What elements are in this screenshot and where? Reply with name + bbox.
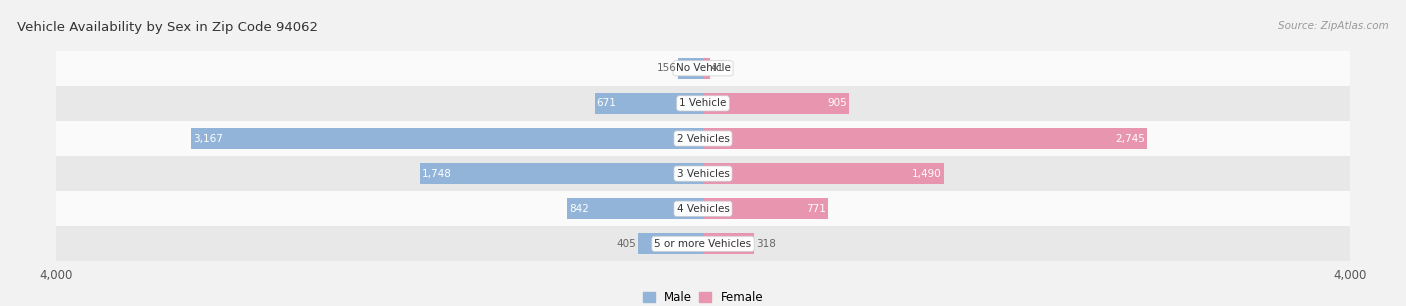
Text: 1,748: 1,748: [422, 169, 453, 179]
Text: 318: 318: [755, 239, 776, 249]
Bar: [703, 233, 755, 254]
Bar: [24, 226, 1382, 261]
Bar: [191, 128, 703, 149]
Bar: [703, 93, 849, 114]
Bar: [637, 233, 703, 254]
Text: 4 Vehicles: 4 Vehicles: [676, 204, 730, 214]
Text: Vehicle Availability by Sex in Zip Code 94062: Vehicle Availability by Sex in Zip Code …: [17, 21, 318, 34]
Bar: [703, 198, 828, 219]
Bar: [24, 191, 1382, 226]
Legend: Male, Female: Male, Female: [643, 291, 763, 304]
Text: Source: ZipAtlas.com: Source: ZipAtlas.com: [1278, 21, 1389, 32]
Text: 771: 771: [806, 204, 825, 214]
Text: No Vehicle: No Vehicle: [675, 63, 731, 73]
Bar: [24, 86, 1382, 121]
Bar: [703, 58, 710, 79]
Bar: [24, 51, 1382, 86]
Text: 3,167: 3,167: [193, 133, 222, 144]
Text: 5 or more Vehicles: 5 or more Vehicles: [654, 239, 752, 249]
Text: 405: 405: [616, 239, 637, 249]
Bar: [567, 198, 703, 219]
Bar: [703, 128, 1147, 149]
Bar: [703, 163, 943, 184]
Bar: [24, 121, 1382, 156]
Bar: [595, 93, 703, 114]
Text: 156: 156: [657, 63, 676, 73]
Bar: [24, 156, 1382, 191]
Text: 671: 671: [596, 99, 616, 108]
Text: 41: 41: [711, 63, 724, 73]
Text: 2 Vehicles: 2 Vehicles: [676, 133, 730, 144]
Text: 1,490: 1,490: [912, 169, 942, 179]
Bar: [420, 163, 703, 184]
Text: 2,745: 2,745: [1115, 133, 1144, 144]
Bar: [678, 58, 703, 79]
Text: 1 Vehicle: 1 Vehicle: [679, 99, 727, 108]
Text: 905: 905: [828, 99, 848, 108]
Text: 3 Vehicles: 3 Vehicles: [676, 169, 730, 179]
Text: 842: 842: [569, 204, 589, 214]
